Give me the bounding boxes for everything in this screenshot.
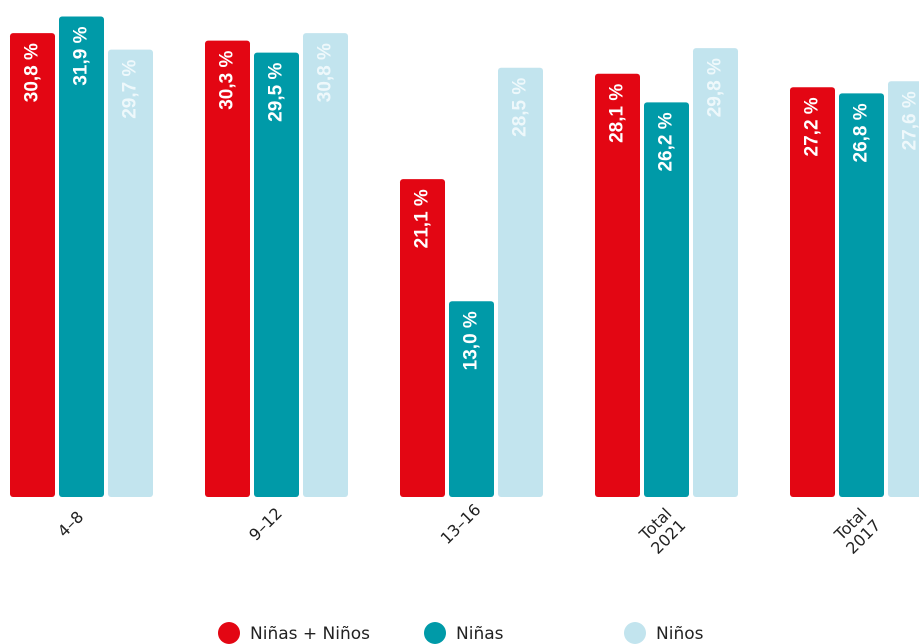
- value-label: 30,8 %: [315, 43, 336, 102]
- value-label: 28,5 %: [510, 78, 531, 137]
- legend-swatch: [218, 622, 240, 644]
- value-label: 29,7 %: [120, 60, 141, 119]
- legend-swatch: [424, 622, 446, 644]
- value-label: 27,2 %: [802, 97, 823, 156]
- bar: [644, 102, 689, 498]
- bar: [59, 16, 104, 497]
- legend-label: Niñas: [456, 624, 504, 644]
- value-label: 27,6 %: [900, 91, 919, 150]
- value-label: 30,3 %: [217, 51, 238, 110]
- x-tick-label: 4–8: [54, 507, 87, 540]
- legend-swatch: [624, 622, 646, 644]
- value-label: 30,8 %: [22, 43, 43, 102]
- bar: [790, 87, 835, 498]
- value-label: 29,8 %: [705, 58, 726, 117]
- bar: [449, 301, 494, 497]
- bar: [108, 49, 153, 498]
- bar: [839, 93, 884, 497]
- bar: [888, 81, 919, 497]
- legend-label: Niñas + Niños: [250, 624, 370, 644]
- bar: [498, 67, 543, 497]
- value-label: 13,0 %: [461, 311, 482, 370]
- x-tick-label: Total2017: [829, 503, 884, 558]
- x-tick-label: Total2021: [634, 503, 689, 558]
- x-tick-label: 9–12: [245, 504, 286, 545]
- x-tick-label: 13–16: [437, 500, 485, 548]
- bar: [205, 40, 250, 497]
- bar: [10, 33, 55, 497]
- value-label: 29,5 %: [266, 63, 287, 122]
- value-label: 21,1 %: [412, 189, 433, 248]
- value-label: 31,9 %: [71, 26, 92, 85]
- legend-label: Niños: [656, 624, 704, 644]
- bar: [595, 73, 640, 498]
- value-label: 26,8 %: [851, 103, 872, 162]
- value-label: 28,1 %: [607, 84, 628, 143]
- bar: [693, 48, 738, 497]
- bar: [254, 52, 299, 497]
- bar: [303, 33, 348, 497]
- value-label: 26,2 %: [656, 112, 677, 171]
- bar: [400, 179, 445, 497]
